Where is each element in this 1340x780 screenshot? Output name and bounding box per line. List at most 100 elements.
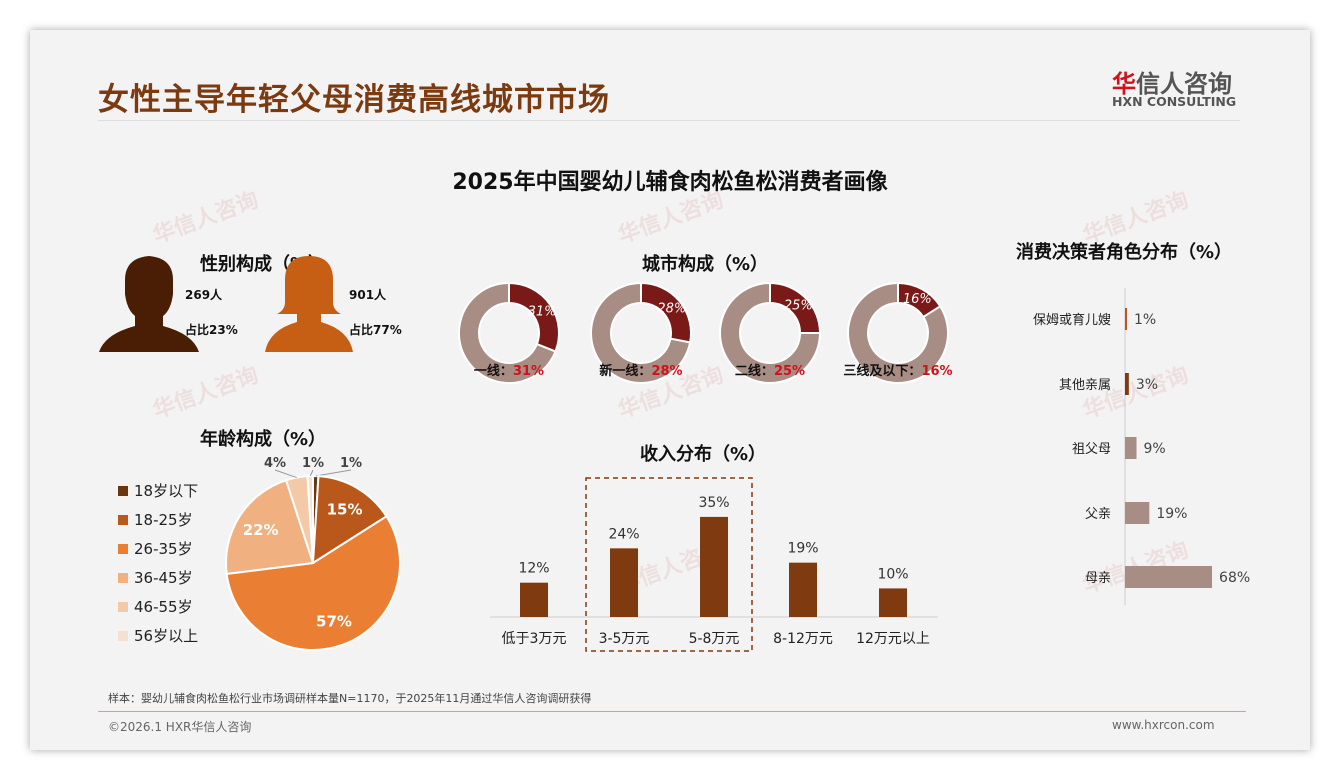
role-value: 3% xyxy=(1136,377,1158,393)
age-legend: 18岁以下 18-25岁 26-35岁 36-45岁 46-55岁 56岁以上 xyxy=(118,476,198,650)
pie-leader-line xyxy=(274,469,297,479)
bar-category: 8-12万元 xyxy=(773,631,833,647)
income-bar xyxy=(789,562,817,617)
city-caption: 三线及以下：16% xyxy=(838,360,958,379)
pie-label: 15% xyxy=(327,501,363,519)
pie-label: 1% xyxy=(340,456,362,471)
logo: 华信人咨询 xyxy=(1112,64,1232,99)
legend-label: 18岁以下 xyxy=(134,482,199,500)
pie-label: 22% xyxy=(243,521,279,539)
role-category: 母亲 xyxy=(1085,571,1111,586)
pie-label: 1% xyxy=(302,456,324,471)
bar-value: 35% xyxy=(698,495,729,511)
city-name: 三线及以下： xyxy=(843,364,922,379)
city-caption: 新一线：28% xyxy=(581,360,701,379)
person-icons xyxy=(99,256,353,352)
logo-en: HXN CONSULTING xyxy=(1112,94,1237,109)
donut-label: 16% xyxy=(903,292,932,307)
pie-slice xyxy=(225,515,401,651)
role-value: 9% xyxy=(1144,441,1166,457)
legend-swatch xyxy=(118,572,128,583)
income-bar xyxy=(700,516,728,617)
income-bar xyxy=(879,588,907,617)
bar-category: 12万元以上 xyxy=(856,631,930,647)
donut-label: 28% xyxy=(657,302,686,317)
bar-category: 3-5万元 xyxy=(599,631,650,647)
role-category: 父亲 xyxy=(1085,507,1111,522)
male-icon xyxy=(99,256,199,352)
legend-label: 18-25岁 xyxy=(134,511,193,529)
role-value: 1% xyxy=(1134,312,1156,328)
city-caption: 一线：31% xyxy=(449,360,569,379)
divider xyxy=(98,120,1240,121)
bar-category: 5-8万元 xyxy=(689,631,740,647)
donut-rest xyxy=(847,281,949,384)
legend-item: 18岁以下 xyxy=(118,476,198,505)
income-bar xyxy=(520,582,548,617)
logo-mark: 华 xyxy=(1112,70,1136,98)
pie-slice xyxy=(311,475,388,565)
city-title: 城市构成（%） xyxy=(642,254,769,275)
legend-label: 56岁以上 xyxy=(134,627,199,645)
legend-swatch xyxy=(118,630,128,641)
female-count: 901人 xyxy=(349,288,387,302)
pie-label: 57% xyxy=(316,612,352,630)
donut-rest xyxy=(458,281,557,384)
bar-value: 19% xyxy=(787,541,818,557)
footer-divider xyxy=(98,711,1246,712)
female-icon xyxy=(265,256,353,352)
legend-swatch xyxy=(118,543,128,554)
role-bar xyxy=(1125,308,1127,330)
pie-leader-line xyxy=(309,469,314,477)
role-bar xyxy=(1125,373,1129,395)
donut-rest xyxy=(719,281,822,384)
donut-rest xyxy=(590,281,692,384)
highlight-box xyxy=(585,477,753,652)
role-value: 68% xyxy=(1219,570,1250,586)
age-pie: 1% 15% 57% 22% 4% 1% xyxy=(225,456,401,651)
role-category: 祖父母 xyxy=(1072,442,1111,457)
legend-item: 46-55岁 xyxy=(118,592,198,621)
city-value: 16% xyxy=(921,364,953,379)
role-chart: 1% 保姆或育儿嫂 3% 其他亲属 9% 祖父母 19% 父亲 68% 母亲 xyxy=(1033,288,1250,605)
copyright: ©2026.1 HXR华信人咨询 xyxy=(108,720,252,734)
income-chart: 12% 低于3万元 24% 3-5万元 35% 5-8万元 19% 8-12万元 10% 12万元… xyxy=(490,477,938,652)
donut-slice xyxy=(769,281,822,334)
role-category: 其他亲属 xyxy=(1059,378,1111,393)
city-name: 新一线： xyxy=(599,364,652,379)
city-value: 28% xyxy=(651,364,683,379)
bar-category: 低于3万元 xyxy=(502,631,567,647)
age-title: 年龄构成（%） xyxy=(200,429,327,450)
pie-slice xyxy=(306,474,314,564)
income-bar xyxy=(610,548,638,617)
bar-value: 24% xyxy=(608,526,639,542)
city-donuts: 31% 28% 25% 16% xyxy=(458,281,949,384)
pie-label: 4% xyxy=(264,456,286,471)
legend-swatch xyxy=(118,514,128,525)
slide: 华信人咨询 华信人咨询 华信人咨询 华信人咨询 华信人咨询 华信人咨询 华信人咨… xyxy=(30,30,1310,750)
legend-swatch xyxy=(118,485,128,496)
donut-label: 31% xyxy=(528,305,557,320)
legend-item: 36-45岁 xyxy=(118,563,198,592)
legend-label: 36-45岁 xyxy=(134,569,193,587)
role-bar xyxy=(1125,502,1150,524)
legend-label: 46-55岁 xyxy=(134,598,193,616)
legend-swatch xyxy=(118,601,128,612)
role-category: 保姆或育儿嫂 xyxy=(1033,312,1111,328)
role-bar xyxy=(1125,437,1137,459)
donut-slice xyxy=(897,281,942,319)
role-title: 消费决策者角色分布（%） xyxy=(1016,242,1233,263)
bar-value: 12% xyxy=(518,561,549,577)
pie-slice xyxy=(225,478,315,576)
female-share: 占比77% xyxy=(349,323,402,337)
donut-slice xyxy=(508,281,560,353)
city-caption: 二线：25% xyxy=(710,360,830,379)
donut-slice xyxy=(640,281,692,344)
donut-label: 25% xyxy=(784,299,813,314)
role-bar xyxy=(1125,566,1213,588)
legend-item: 56岁以上 xyxy=(118,621,198,650)
city-value: 31% xyxy=(512,364,545,379)
page-title: 女性主导年轻父母消费高线城市市场 xyxy=(98,82,610,118)
website[interactable]: www.hxrcon.com xyxy=(1112,718,1215,732)
bar-value: 10% xyxy=(877,566,908,582)
